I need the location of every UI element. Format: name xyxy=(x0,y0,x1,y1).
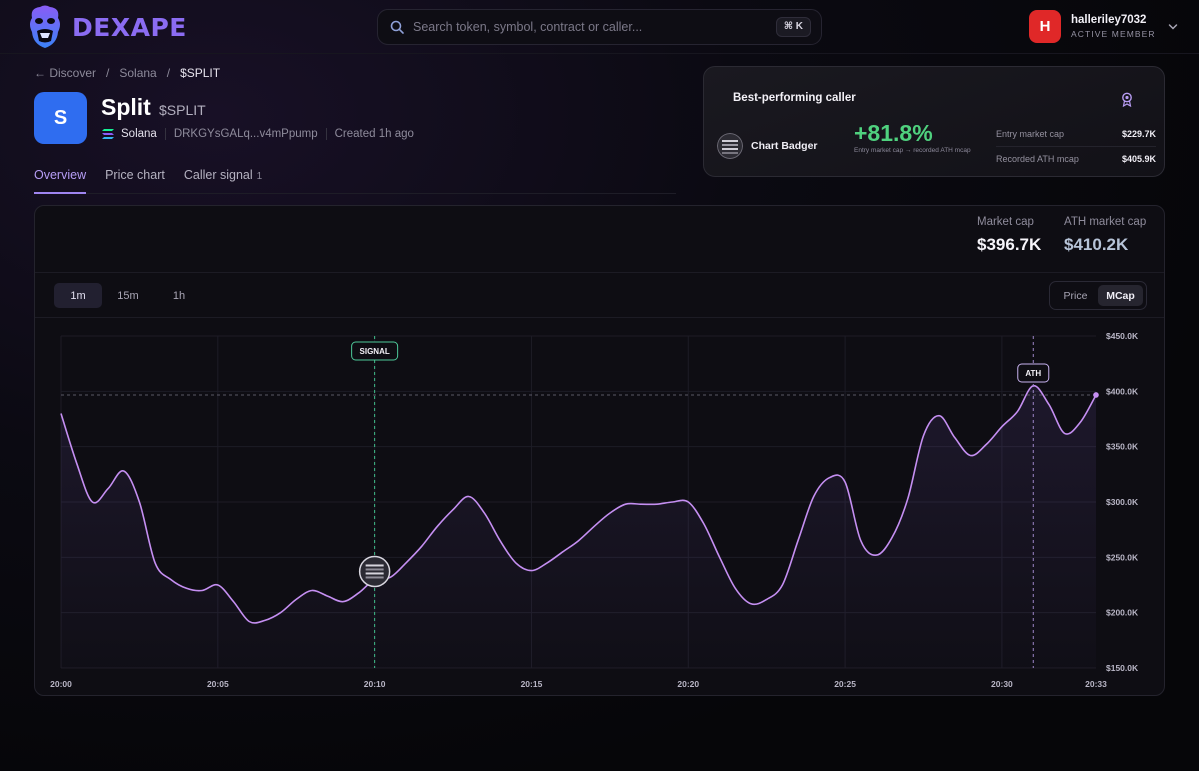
breadcrumb-chain-link[interactable]: Solana xyxy=(119,66,157,80)
y-tick-label: $400.0K xyxy=(1106,386,1139,396)
timeframe-1m-button[interactable]: 1m xyxy=(54,283,102,308)
chart-stats: Market cap $396.7K ATH market cap $410.2… xyxy=(35,206,1164,273)
signal-badge xyxy=(351,341,399,361)
token-contract[interactable]: DRKGYsGALq...v4mPpump xyxy=(173,128,318,140)
ath-mcap-value: $405.9K xyxy=(1121,154,1156,164)
ape-logo-icon xyxy=(30,5,60,48)
signal-badge-label: SIGNAL xyxy=(360,347,390,356)
breadcrumb: ← Discover / Solana / $SPLIT xyxy=(34,66,220,80)
market-cap-label: Market cap xyxy=(977,216,1034,228)
best-caller-title: Best-performing caller xyxy=(733,92,856,104)
market-cap-stat: Market cap $396.7K xyxy=(977,216,1041,255)
entry-mcap-value: $229.7K xyxy=(1121,129,1156,139)
search-input[interactable] xyxy=(413,20,776,34)
caller-avatar xyxy=(717,133,743,159)
x-tick-label: 20:30 xyxy=(991,679,1013,689)
ath-badge xyxy=(1017,363,1050,383)
tab-count-badge: 1 xyxy=(256,171,263,182)
x-tick-label: 20:33 xyxy=(1085,679,1107,689)
search-icon xyxy=(390,20,404,34)
token-symbol: $SPLIT xyxy=(159,102,206,118)
chart-toolbar: 1m 15m 1h Price MCap xyxy=(35,274,1164,318)
chart-area-fill xyxy=(61,385,1096,668)
mcap-toggle-button[interactable]: MCap xyxy=(1098,285,1143,306)
chart-series-line xyxy=(60,384,1097,624)
x-tick-label: 20:05 xyxy=(207,679,229,689)
ath-badge-label: ATH xyxy=(1025,369,1041,378)
divider xyxy=(996,146,1156,147)
ath-market-cap-label: ATH market cap xyxy=(1064,216,1147,228)
x-tick-label: 20:15 xyxy=(521,679,543,689)
y-tick-label: $200.0K xyxy=(1106,608,1139,618)
x-tick-label: 20:10 xyxy=(364,679,386,689)
last-point-dot xyxy=(1093,392,1099,398)
caller-gain: +81.8% xyxy=(854,120,933,146)
caller-avatar-marker xyxy=(358,555,391,588)
token-meta: Solana DRKGYsGALq...v4mPpump Created 1h … xyxy=(101,128,414,140)
market-cap-chart[interactable]: SIGNAL ATH $450.0K $400.0K $350.0K $300.0K $2… xyxy=(35,206,1165,696)
breadcrumb-back-link[interactable]: ← Discover xyxy=(34,66,97,80)
user-role: ACTIVE MEMBER xyxy=(1071,29,1156,39)
avatar-stripe xyxy=(365,568,384,571)
avatar: H xyxy=(1029,10,1061,43)
entry-mcap-row: Entry market cap $229.7K xyxy=(996,129,1156,139)
caller-gain-caption: Entry market cap → recorded ATH mcap xyxy=(854,147,971,154)
breadcrumb-current: $SPLIT xyxy=(180,66,221,80)
breadcrumb-separator: / xyxy=(166,66,171,80)
caller-name[interactable]: Chart Badger xyxy=(751,140,818,152)
x-tick-label: 20:00 xyxy=(50,679,72,689)
token-chain: Solana xyxy=(121,128,157,140)
y-tick-label: $350.0K xyxy=(1106,442,1139,452)
chart-card: Market cap $396.7K ATH market cap $410.2… xyxy=(34,205,1165,696)
ath-stat: ATH market cap $410.2K xyxy=(1064,216,1146,255)
avatar-stripe xyxy=(365,576,384,579)
tab-overview[interactable]: Overview xyxy=(34,166,87,194)
search-shortcut-badge: ⌘ K xyxy=(775,17,811,37)
breadcrumb-separator: / xyxy=(106,66,110,80)
token-created: Created 1h ago xyxy=(334,128,414,140)
brand-name: DEXAPE xyxy=(72,12,187,42)
timeframe-1h-button[interactable]: 1h xyxy=(172,289,186,302)
search-bar[interactable]: ⌘ K xyxy=(377,9,822,45)
entry-mcap-label: Entry market cap xyxy=(996,129,1065,139)
medal-icon xyxy=(1122,92,1132,107)
token-logo: S xyxy=(34,92,87,144)
x-axis: 20:00 20:05 20:10 20:15 20:20 20:25 20:30 20:33 xyxy=(50,679,1107,689)
y-tick-label: $300.0K xyxy=(1106,497,1139,507)
x-tick-label: 20:20 xyxy=(677,679,699,689)
price-mcap-toggle: Price MCap xyxy=(1049,281,1147,310)
solana-icon xyxy=(102,129,114,139)
top-bar: DEXAPE ⌘ K H halleriley7032 ACTIVE MEMBE… xyxy=(0,0,1199,54)
best-caller-card: Best-performing caller Chart Badger +81.… xyxy=(703,66,1165,177)
y-axis: $450.0K $400.0K $350.0K $300.0K $250.0K $200.… xyxy=(1106,331,1139,673)
x-tick-label: 20:25 xyxy=(834,679,856,689)
timeframe-15m-button[interactable]: 15m xyxy=(117,289,139,302)
chevron-down-icon[interactable] xyxy=(1168,22,1178,32)
tab-caller-signal[interactable]: Caller signal 1 xyxy=(183,168,263,182)
brand-logo[interactable]: DEXAPE xyxy=(26,4,187,50)
meta-divider xyxy=(164,128,166,140)
tab-price-chart[interactable]: Price chart xyxy=(105,168,165,182)
user-menu[interactable]: H halleriley7032 ACTIVE MEMBER xyxy=(1029,10,1178,43)
user-name: halleriley7032 xyxy=(1071,14,1147,26)
token-name: Split xyxy=(101,94,151,120)
avatar-stripe xyxy=(365,572,384,575)
meta-divider xyxy=(325,128,327,140)
token-tabs: Overview Price chart Caller signal 1 xyxy=(34,166,676,194)
ath-market-cap-value: $410.2K xyxy=(1064,235,1129,254)
chart-overlays: SIGNAL ATH xyxy=(61,336,1099,668)
avatar-stripe xyxy=(365,564,384,567)
y-tick-label: $250.0K xyxy=(1106,552,1139,562)
y-tick-label: $150.0K xyxy=(1106,663,1139,673)
y-tick-label: $450.0K xyxy=(1106,331,1139,341)
ath-mcap-label: Recorded ATH mcap xyxy=(996,154,1079,164)
price-toggle-button[interactable]: Price xyxy=(1063,289,1088,302)
market-cap-value: $396.7K xyxy=(977,235,1042,254)
ath-mcap-row: Recorded ATH mcap $405.9K xyxy=(996,154,1156,164)
